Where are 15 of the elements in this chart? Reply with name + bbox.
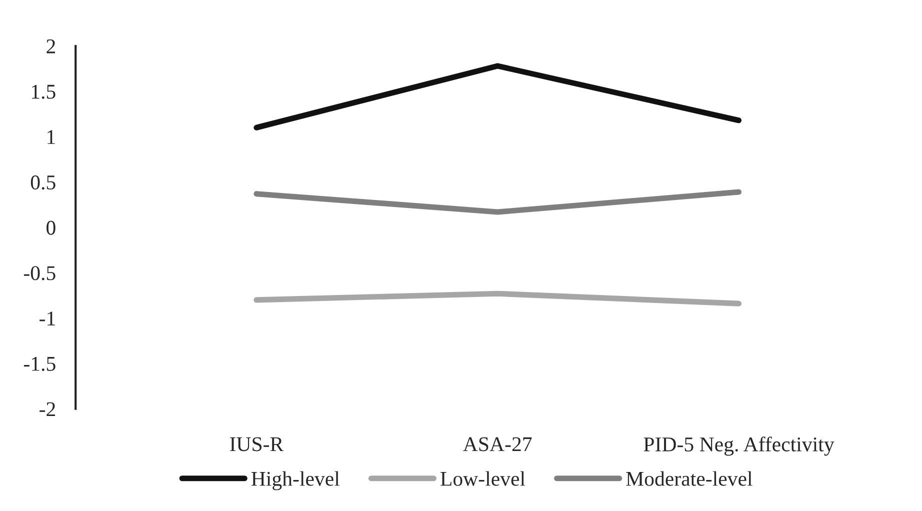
legend-label: High-level — [251, 471, 340, 490]
y-tick-label: 0.5 — [30, 175, 56, 190]
y-tick-label: 1.5 — [32, 84, 56, 99]
x-tick-label: PID-5 Neg. Affectivity — [644, 436, 834, 456]
y-tick-label: -1 — [40, 312, 55, 326]
y-tick-label: -1.5 — [24, 356, 56, 371]
y-tick-label: -2 — [40, 402, 56, 416]
y-tick-label: 0 — [46, 220, 56, 235]
x-tick-label: IUS-R — [230, 437, 284, 452]
legend-label: Moderate-level — [626, 471, 752, 486]
x-tick-label: ASA-27 — [463, 437, 532, 452]
y-tick-label: -0.5 — [24, 266, 56, 280]
y-tick-label: 2 — [46, 39, 56, 54]
y-tick-label: 1 — [48, 130, 55, 144]
legend-label: Low-level — [440, 471, 526, 486]
